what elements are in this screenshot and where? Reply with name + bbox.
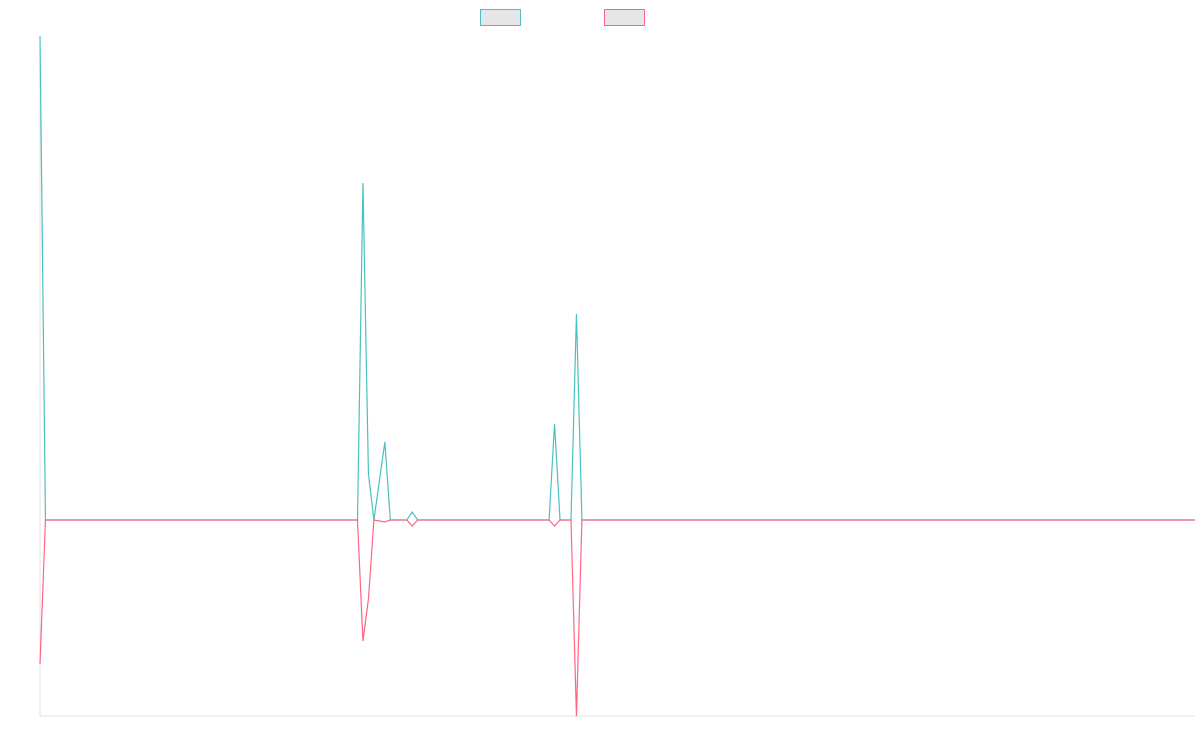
series-line — [39, 35, 1195, 521]
series-line — [39, 519, 1195, 717]
legend-swatch — [480, 9, 521, 26]
legend-swatch — [604, 9, 645, 26]
